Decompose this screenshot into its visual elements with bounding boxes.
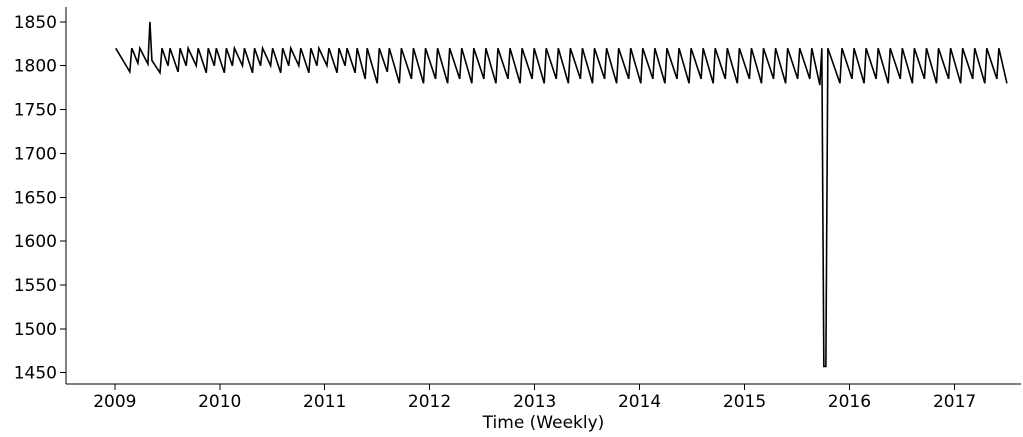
y-tick-label: 1500 (14, 320, 57, 340)
plot-area (115, 21, 1008, 368)
y-tick-label: 1650 (14, 188, 57, 208)
series-line (115, 21, 1008, 368)
y-tick-label: 1600 (14, 232, 57, 252)
y-axis-ticks: 1450 1500 1550 1600 1650 1700 1750 1800 1850 (14, 13, 66, 384)
y-tick-label: 1450 (14, 364, 57, 384)
y-tick-label: 1750 (14, 101, 57, 121)
x-tick-label: 2015 (723, 392, 766, 412)
y-tick-label: 1700 (14, 144, 57, 164)
x-tick-label: 2013 (513, 392, 556, 412)
y-tick-label: 1550 (14, 276, 57, 296)
x-tick-label: 2017 (933, 392, 976, 412)
y-tick-label: 1850 (14, 13, 57, 33)
x-tick-label: 2016 (828, 392, 871, 412)
x-axis-title: Time (Weekly) (482, 413, 605, 433)
x-tick-label: 2011 (303, 392, 346, 412)
x-tick-label: 2009 (93, 392, 136, 412)
x-tick-label: 2012 (408, 392, 451, 412)
x-tick-label: 2010 (198, 392, 241, 412)
x-tick-label: 2014 (618, 392, 661, 412)
y-tick-label: 1800 (14, 57, 57, 77)
x-axis-ticks: 2009 2010 2011 2012 2013 2014 2015 2016 2017 (93, 384, 976, 412)
